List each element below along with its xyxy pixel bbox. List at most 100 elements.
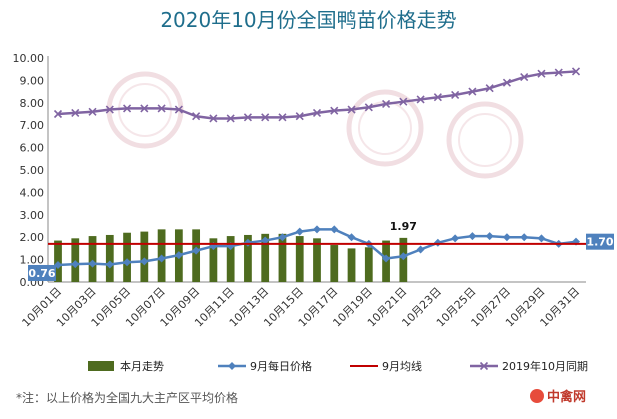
data-point	[433, 238, 442, 247]
data-point	[347, 233, 356, 242]
brand-icon	[530, 389, 544, 403]
data-point	[123, 258, 132, 267]
legend-label: 9月均线	[382, 359, 422, 373]
data-point	[71, 260, 80, 269]
y-tick-label: 1.00	[20, 254, 45, 267]
data-point	[105, 260, 114, 269]
data-point	[502, 233, 511, 242]
bar	[364, 247, 373, 282]
data-point	[88, 259, 97, 268]
data-point	[416, 245, 425, 254]
bar	[209, 238, 218, 282]
data-point	[140, 257, 149, 266]
data-point	[278, 233, 287, 242]
data-point	[192, 112, 201, 121]
y-tick-label: 3.00	[20, 209, 45, 222]
legend-swatch	[88, 361, 114, 371]
y-tick-label: 2.00	[20, 231, 45, 244]
y-tick-label: 8.00	[20, 97, 45, 110]
data-annotations: 1.97 0.76 1.70	[28, 220, 614, 281]
legend: 本月走势 9月每日价格 9月均线 2019年10月同期	[88, 359, 588, 373]
bar	[295, 236, 304, 282]
data-point	[382, 99, 391, 108]
y-tick-label: 9.00	[20, 74, 45, 87]
bar	[140, 231, 149, 282]
data-point	[313, 225, 321, 234]
data-point	[174, 251, 183, 260]
legend-label: 2019年10月同期	[502, 359, 588, 373]
data-point	[382, 254, 391, 263]
data-point	[261, 113, 270, 122]
bar	[330, 245, 339, 282]
bar	[244, 234, 252, 282]
footnote: *注：以上价格为全国九大主产区平均价格	[16, 391, 239, 405]
bar	[105, 234, 114, 282]
data-point	[330, 106, 339, 115]
chart-title: 2020年10月份全国鸭苗价格走势	[160, 8, 457, 32]
data-point	[399, 97, 408, 106]
bar	[278, 233, 287, 282]
data-point	[537, 234, 546, 243]
data-point	[123, 104, 132, 113]
data-point	[71, 108, 80, 117]
y-axis-ticks: 0.001.002.003.004.005.006.007.008.009.00…	[13, 52, 45, 289]
legend-label: 本月走势	[120, 359, 164, 373]
brand-logo: 中禽网	[530, 386, 586, 405]
data-point	[312, 108, 322, 117]
data-label: 1.97	[390, 220, 417, 233]
data-point	[485, 232, 494, 241]
data-point	[53, 109, 63, 119]
data-point	[520, 72, 529, 82]
data-callout	[586, 233, 614, 250]
data-point	[485, 84, 494, 93]
data-point	[140, 104, 149, 113]
data-callout-label: 1.70	[586, 236, 613, 249]
legend-marker	[228, 362, 236, 370]
legend-marker	[479, 361, 489, 371]
data-point	[468, 232, 477, 241]
data-point	[347, 105, 356, 114]
data-point	[209, 114, 218, 123]
bar	[313, 238, 321, 282]
data-point	[451, 90, 460, 100]
bar	[261, 233, 270, 282]
data-point	[451, 234, 460, 243]
data-point	[174, 105, 183, 114]
data-point	[105, 105, 114, 114]
data-point	[226, 114, 235, 123]
data-point	[502, 78, 511, 87]
y-tick-label: 6.00	[20, 142, 45, 155]
data-point	[243, 113, 252, 122]
bar	[123, 232, 131, 282]
y-tick-label: 10.00	[13, 52, 45, 65]
data-callout	[28, 264, 56, 281]
watermark-seal-inner	[458, 113, 512, 167]
data-callout-label: 0.76	[28, 267, 55, 280]
x-axis-ticks: 10月01日10月03日10月05日10月07日10月09日10月11日10月1…	[20, 285, 583, 330]
data-point	[571, 67, 581, 76]
data-point	[295, 112, 304, 121]
data-point	[157, 254, 166, 263]
y-tick-label: 7.00	[20, 119, 45, 132]
bar	[226, 236, 235, 282]
data-point	[295, 227, 304, 236]
data-point	[399, 252, 408, 261]
data-point	[157, 104, 166, 113]
watermark-seal	[346, 89, 424, 167]
data-point	[88, 107, 97, 116]
data-point	[364, 103, 373, 112]
data-point	[520, 233, 529, 242]
data-point	[433, 93, 442, 102]
y-tick-label: 4.00	[20, 186, 45, 199]
data-point	[416, 95, 425, 104]
line-series	[48, 67, 586, 269]
data-point	[192, 246, 201, 255]
data-point	[261, 236, 270, 245]
brand-text: 中禽网	[547, 390, 587, 405]
data-point	[330, 225, 339, 234]
y-tick-label: 5.00	[20, 164, 45, 177]
data-point	[278, 113, 287, 122]
data-point	[537, 69, 546, 78]
data-point	[468, 87, 477, 96]
